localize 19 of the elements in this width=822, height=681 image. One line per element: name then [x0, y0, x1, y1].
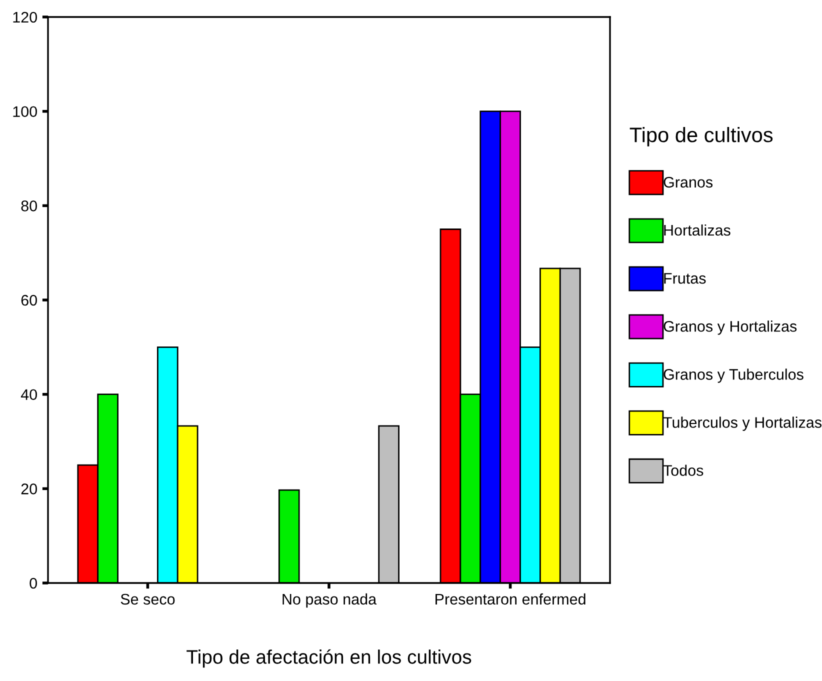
- legend-label: Tuberculos y Hortalizas: [663, 416, 822, 431]
- legend-label: Granos: [664, 176, 713, 188]
- y-tick-label: 100: [13, 106, 37, 118]
- legend-title: Tipo de cultivos: [630, 126, 773, 146]
- legend-label: Frutas: [664, 273, 706, 284]
- x-tick-label: No paso nada: [282, 593, 377, 608]
- legend-label: Granos y Hortalizas: [664, 320, 797, 335]
- y-tick-label: 20: [21, 484, 37, 494]
- y-tick-label: 40: [20, 389, 37, 400]
- y-tick-label: 120: [13, 12, 37, 23]
- legend-label: Todos: [663, 464, 704, 476]
- legend-label: Granos y Tuberculos: [664, 368, 804, 383]
- x-tick-label: Presentaron enfermed: [436, 593, 586, 605]
- x-axis-title: Tipo de afectación en los cultivos: [186, 649, 472, 668]
- y-tick-label: 80: [21, 200, 37, 212]
- y-tick-label: 0: [30, 578, 37, 589]
- y-tick-label: 60: [21, 294, 37, 306]
- legend-label: Hortalizas: [664, 224, 730, 236]
- x-tick-label: Se seco: [120, 594, 175, 605]
